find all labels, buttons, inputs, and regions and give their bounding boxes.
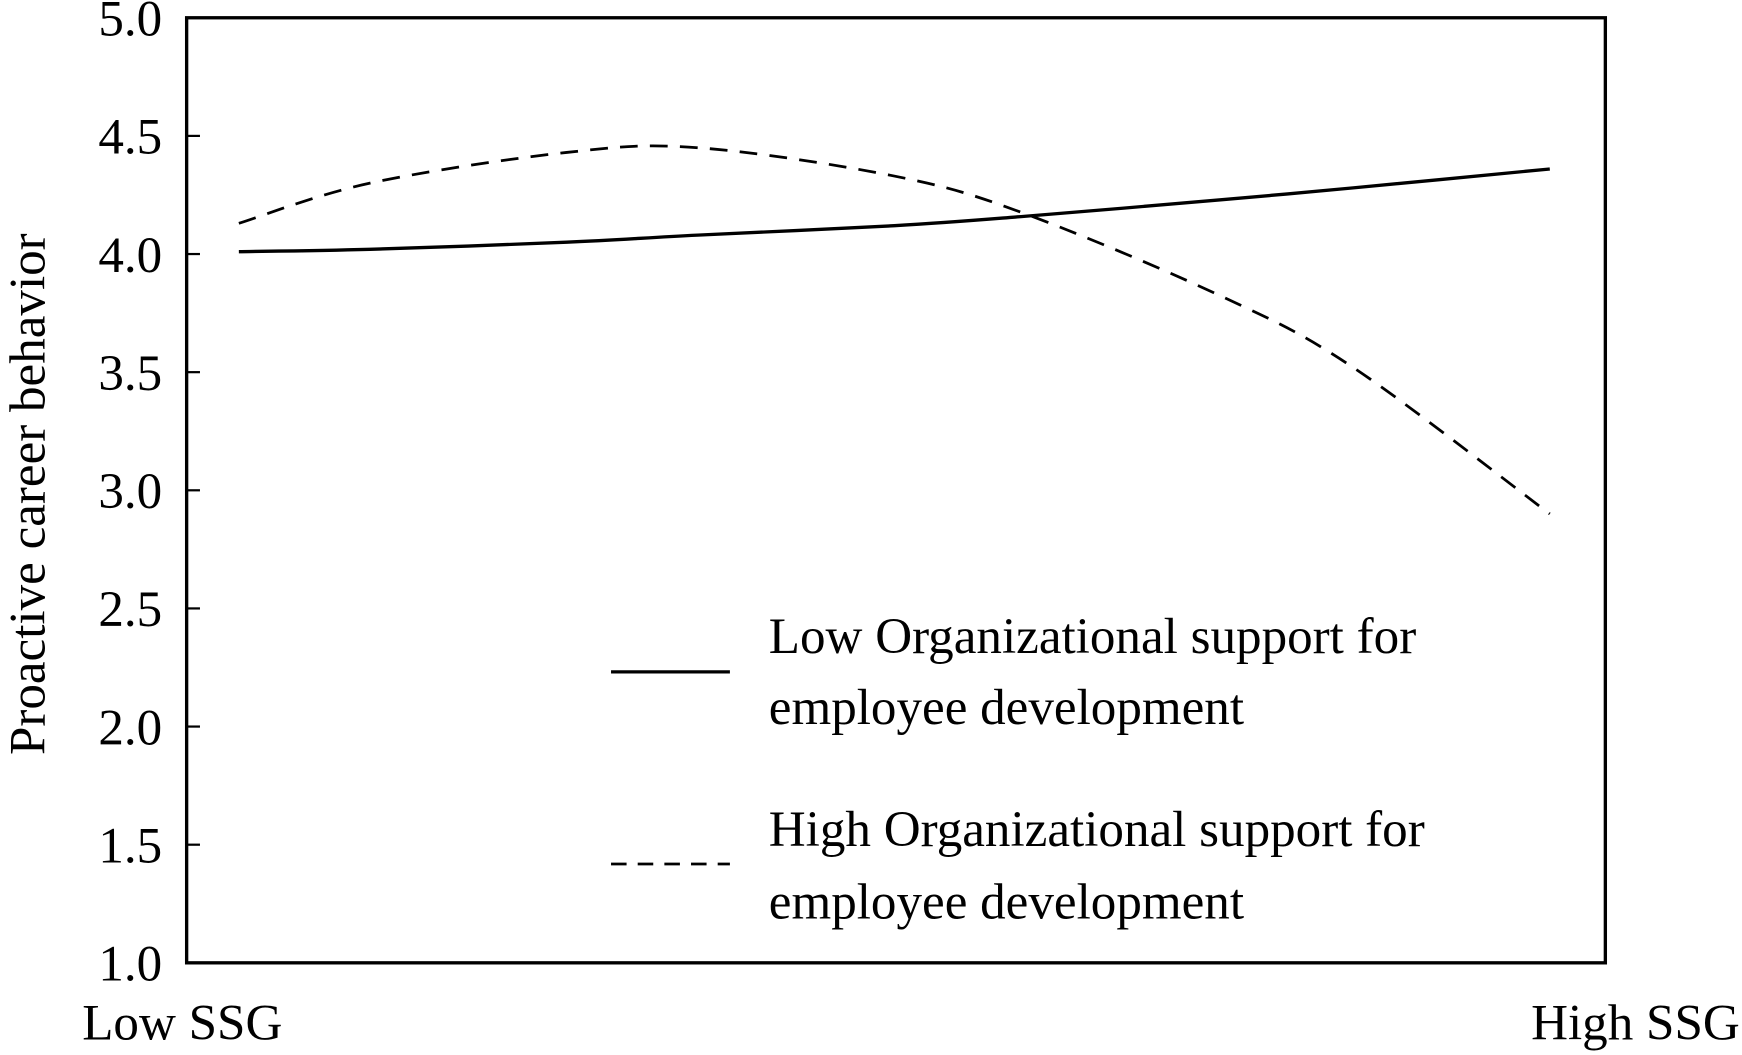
y-tick-label: 2.5 bbox=[98, 581, 162, 638]
y-tick-label: 2.0 bbox=[98, 699, 162, 756]
y-tick-labels: 1.0 1.5 2.0 2.5 3.0 3.5 4.0 4.5 5.0 bbox=[98, 0, 200, 993]
y-tick-label: 1.5 bbox=[98, 817, 162, 874]
x-tick-label-high: High SSG bbox=[1531, 994, 1740, 1051]
y-tick-label: 4.5 bbox=[98, 109, 162, 166]
x-tick-label-low: Low SSG bbox=[82, 994, 282, 1051]
series-lines bbox=[238, 144, 1551, 516]
y-tick-label: 3.5 bbox=[98, 345, 162, 402]
legend-label-high-line1: High Organizational support for bbox=[769, 801, 1425, 858]
y-tick-label: 3.0 bbox=[98, 463, 162, 520]
legend-label-high-line2: employee development bbox=[769, 873, 1244, 930]
legend-label-low-line2: employee development bbox=[769, 679, 1244, 736]
y-tick-label: 1.0 bbox=[98, 936, 162, 993]
legend: Low Organizational support for employee … bbox=[611, 608, 1425, 930]
y-axis-label: Proactive career behavior bbox=[0, 233, 56, 755]
y-tick-label: 5.0 bbox=[98, 0, 162, 48]
series-line-high-support bbox=[238, 144, 1551, 516]
y-tick-label: 4.0 bbox=[98, 227, 162, 284]
legend-label-low-line1: Low Organizational support for bbox=[769, 608, 1416, 665]
series-line-low-support bbox=[238, 167, 1550, 254]
